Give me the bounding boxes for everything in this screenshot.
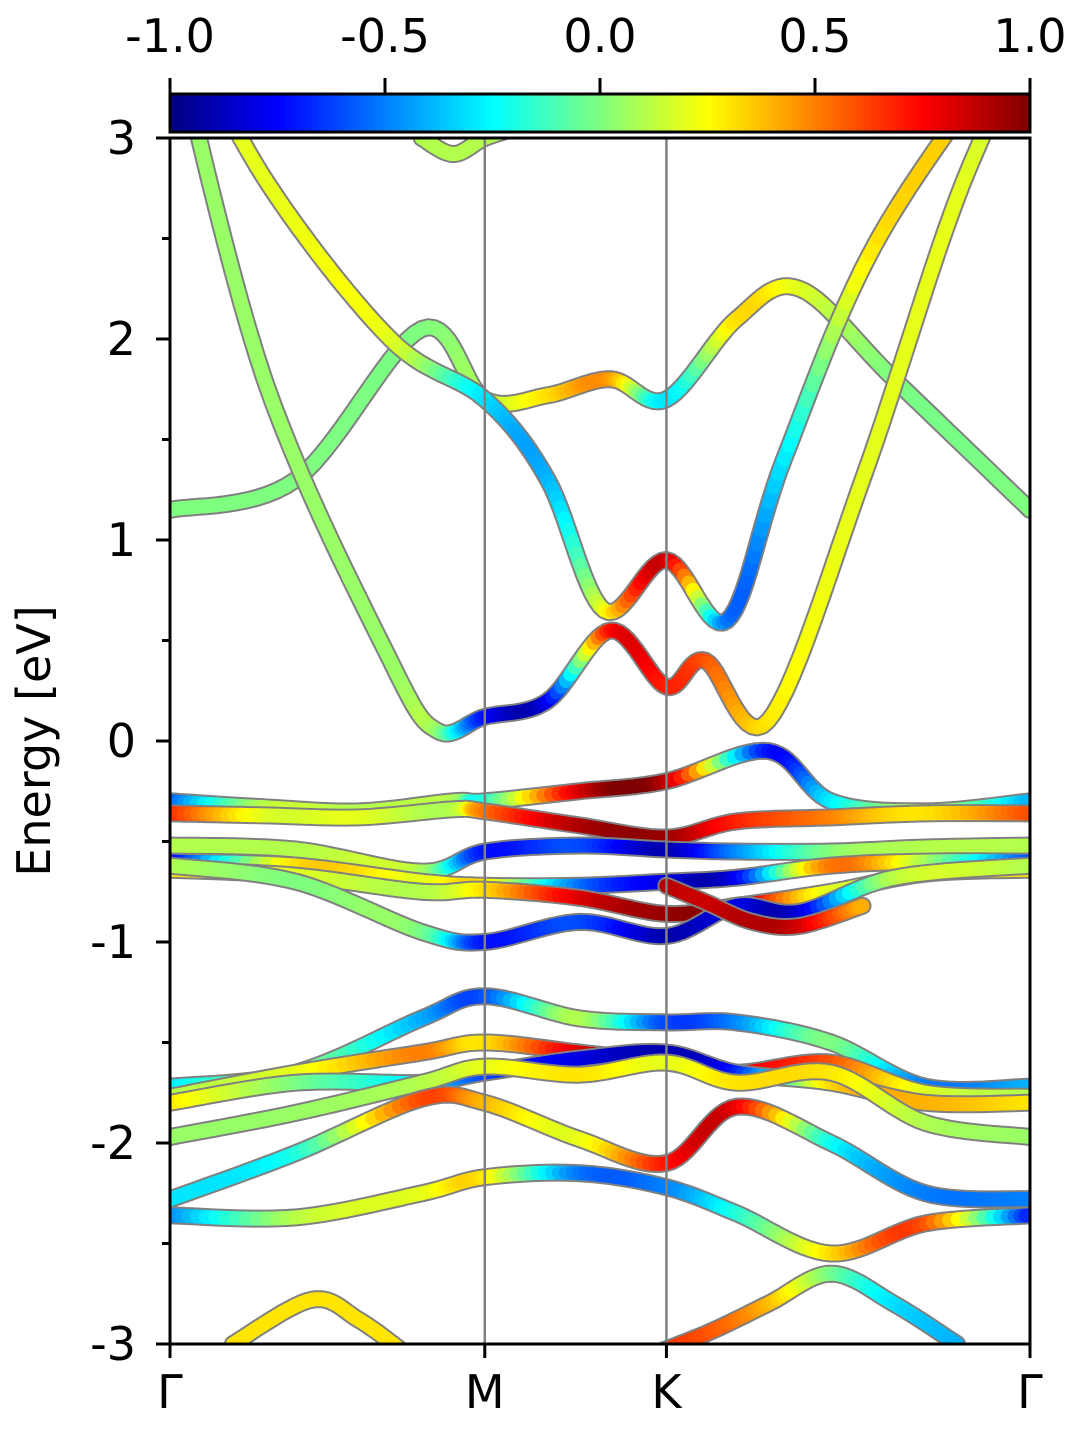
colorbar-ticks: -1.0 -0.5 0.0 0.5 1.0 xyxy=(125,9,1067,94)
band-segment xyxy=(393,1341,405,1344)
band-segment xyxy=(985,65,996,81)
band-segment xyxy=(649,1353,655,1355)
colorbar-tick-label: -1.0 xyxy=(125,9,215,63)
band-7 xyxy=(170,836,1030,881)
high-symmetry-lines xyxy=(483,138,668,1344)
y-tick-label: 0 xyxy=(107,714,136,768)
band-segment xyxy=(661,1343,663,1344)
band-11 xyxy=(657,876,872,936)
y-tick-label: 1 xyxy=(107,513,136,567)
y-tick-label: 2 xyxy=(107,312,136,366)
bands xyxy=(170,0,1030,1364)
band-segment xyxy=(634,1360,639,1362)
band-17 xyxy=(170,1163,1030,1263)
y-tick-label: 3 xyxy=(107,111,136,165)
band-outline xyxy=(170,741,1030,821)
band-6 xyxy=(170,799,1030,847)
band-segment xyxy=(644,1356,650,1358)
colorbar xyxy=(168,92,1032,134)
y-tick-label: -2 xyxy=(90,1116,136,1170)
colorbar-tick-label: 0.5 xyxy=(778,9,851,63)
band-segment xyxy=(630,1361,634,1363)
band-segment xyxy=(626,1363,629,1364)
band-segment xyxy=(404,1353,406,1354)
band-segment xyxy=(400,1343,404,1344)
band-19 xyxy=(626,1264,966,1364)
band-18 xyxy=(224,1290,408,1354)
band-segment xyxy=(482,138,499,144)
band-5 xyxy=(170,741,1030,821)
plot-frame xyxy=(168,136,1032,1346)
colorbar-tick-label: -0.5 xyxy=(340,9,430,63)
band-segment xyxy=(1010,68,1015,78)
y-axis-ticks: -3 -2 -1 0 1 2 3 xyxy=(90,111,170,1371)
band-segment xyxy=(202,63,209,77)
band-segment xyxy=(485,138,501,143)
band-3 xyxy=(170,0,996,632)
band-segment xyxy=(488,138,503,142)
band-segment xyxy=(663,1339,682,1344)
band-segment xyxy=(927,138,952,158)
band-15 xyxy=(170,1053,1030,1146)
colorbar-tick-label: 0.0 xyxy=(563,9,636,63)
y-tick-label: -1 xyxy=(90,915,136,969)
band-1 xyxy=(170,277,1030,519)
y-tick-label: -3 xyxy=(90,1317,136,1371)
band-segment xyxy=(852,898,870,914)
x-tick-label: Γ xyxy=(1017,1365,1043,1419)
x-tick-label: K xyxy=(651,1365,683,1419)
band-segment xyxy=(209,78,217,93)
colorbar-tick-label: 1.0 xyxy=(993,9,1066,63)
band-segment xyxy=(638,1358,643,1360)
x-tick-label: M xyxy=(465,1365,505,1419)
x-tick-label: Γ xyxy=(157,1365,183,1419)
y-axis-label: Energy [eV] xyxy=(7,605,61,876)
band-16 xyxy=(170,1085,1030,1209)
band-segment xyxy=(1005,78,1010,89)
band-10 xyxy=(170,856,1030,952)
band-segment xyxy=(389,1339,405,1344)
band-segment xyxy=(170,0,174,5)
